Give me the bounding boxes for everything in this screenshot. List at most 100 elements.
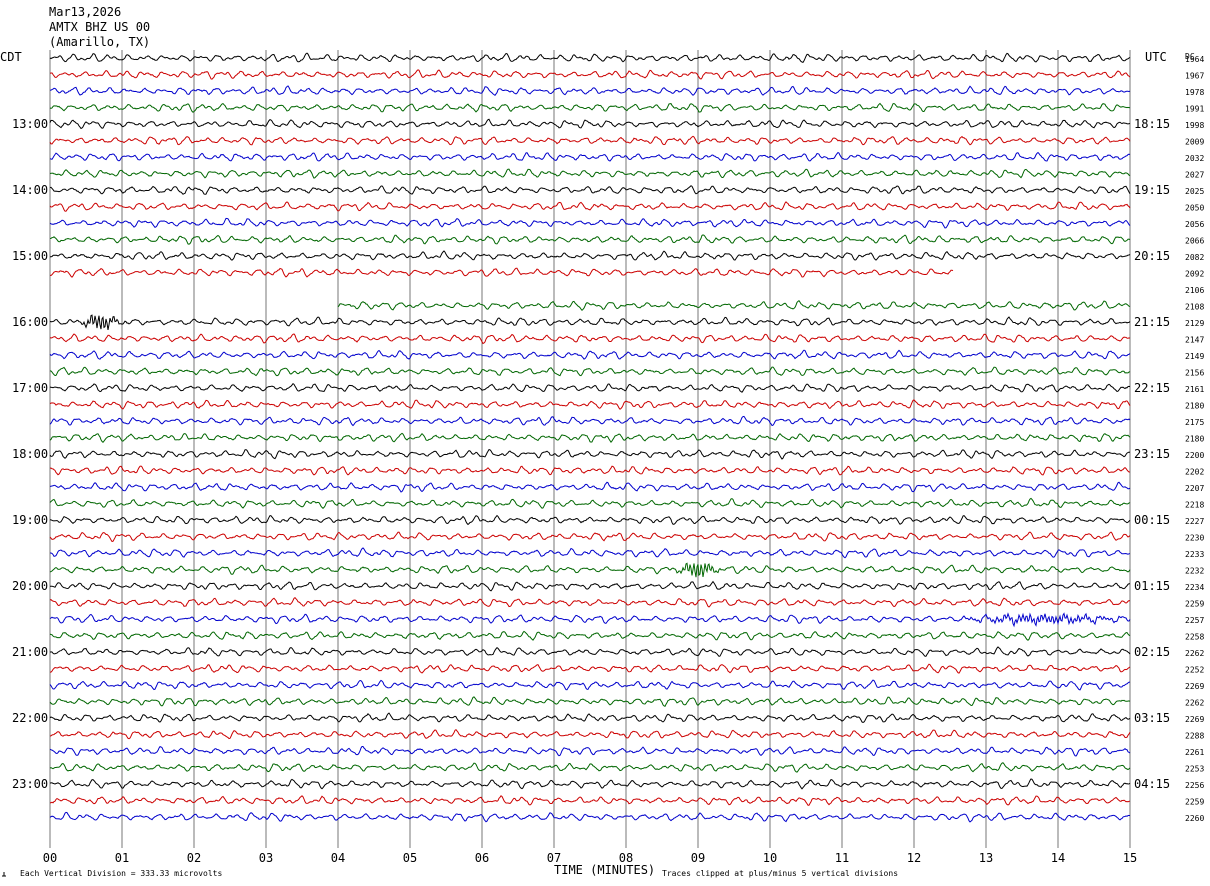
dc-value-labels: 1964 1967 1978 1991 1998 2009 2032 2027 2025 2050… (1185, 55, 1204, 823)
seismic-trace (49, 151, 1131, 162)
right-hour-label: 18:15 (1134, 117, 1170, 131)
seismic-trace (49, 366, 1131, 377)
dc-value: 2050 (1185, 204, 1204, 213)
right-hour-label: 23:15 (1134, 447, 1170, 461)
dc-header-label: DC (1185, 52, 1195, 61)
left-hour-label: 16:00 (12, 315, 48, 329)
x-tick-label: 11 (835, 851, 849, 865)
seismic-trace (50, 580, 1130, 592)
dc-value: 2288 (1185, 732, 1204, 741)
right-hour-label: 21:15 (1134, 315, 1170, 329)
dc-value: 2259 (1185, 798, 1204, 807)
dc-value: 2025 (1185, 187, 1204, 196)
trace-group (49, 52, 1131, 823)
dc-value: 2257 (1185, 616, 1204, 625)
seismic-trace (49, 597, 1131, 608)
dc-value: 2233 (1185, 550, 1204, 559)
seismic-trace (49, 811, 1131, 823)
seismic-trace (49, 679, 1131, 691)
dc-value: 2161 (1185, 385, 1204, 394)
scale-note: Each Vertical Division = 333.33 microvol… (20, 869, 222, 878)
seismic-trace (49, 646, 1131, 657)
seismic-trace (49, 514, 1131, 526)
seismic-trace (49, 712, 1131, 724)
right-hour-label: 22:15 (1134, 381, 1170, 395)
dc-value: 2156 (1185, 369, 1204, 378)
dc-value: 2261 (1185, 748, 1204, 757)
x-tick-label: 06 (475, 851, 489, 865)
dc-value: 1978 (1185, 88, 1204, 97)
x-tick-label: 04 (331, 851, 345, 865)
x-tick-label: 10 (763, 851, 777, 865)
dc-value: 2269 (1185, 682, 1204, 691)
x-tick-label: 01 (115, 851, 129, 865)
seismic-trace (49, 696, 1131, 707)
dc-value: 2230 (1185, 534, 1204, 543)
location-label: (Amarillo, TX) (49, 35, 150, 49)
dc-value: 2129 (1185, 319, 1204, 328)
seismic-trace (49, 234, 1131, 245)
dc-value: 2269 (1185, 715, 1204, 724)
dc-value: 2149 (1185, 352, 1204, 361)
seismic-trace (49, 102, 1131, 113)
dc-value: 2200 (1185, 451, 1204, 460)
seismic-trace (49, 267, 954, 278)
dc-value: 2202 (1185, 468, 1204, 477)
seismic-trace (49, 85, 1131, 96)
seismic-trace (49, 314, 1131, 330)
x-tick-label: 12 (907, 851, 921, 865)
right-hour-label: 04:15 (1134, 777, 1170, 791)
clip-note: Traces clipped at plus/minus 5 vertical … (662, 869, 898, 878)
dc-value: 2258 (1185, 633, 1204, 642)
right-hour-label: 03:15 (1134, 711, 1170, 725)
dc-value: 2147 (1185, 336, 1204, 345)
date-label: Mar13,2026 (49, 5, 121, 19)
dc-value: 2252 (1185, 666, 1204, 675)
dc-value: 1964 (1185, 55, 1204, 64)
dc-value: 2027 (1185, 171, 1204, 180)
left-timezone-label: CDT (0, 50, 22, 64)
right-hour-label: 01:15 (1134, 579, 1170, 593)
seismic-trace (49, 415, 1131, 427)
right-hour-labels: 18:15 19:15 20:15 21:15 22:15 23:15 00:15 01:15… (1134, 117, 1170, 791)
dc-value: 2092 (1185, 270, 1204, 279)
dc-value: 1998 (1185, 121, 1204, 130)
left-hour-label: 17:00 (12, 381, 48, 395)
left-hour-label: 20:00 (12, 579, 48, 593)
x-axis-title: TIME (MINUTES) (554, 863, 655, 877)
left-hour-label: 19:00 (12, 513, 48, 527)
dc-value: 2106 (1185, 286, 1204, 295)
seismic-trace (49, 118, 1131, 130)
dc-value: 2180 (1185, 435, 1204, 444)
seismic-trace (49, 399, 1131, 410)
seismic-trace (49, 465, 1130, 476)
dc-value: 2260 (1185, 814, 1204, 823)
x-tick-label: 03 (259, 851, 273, 865)
seismic-trace (50, 663, 1131, 674)
x-tick-label: 07 (547, 851, 561, 865)
seismic-trace (49, 201, 1131, 212)
seismic-trace (49, 562, 1131, 578)
station-label: AMTX BHZ US 00 (49, 20, 150, 34)
left-hour-label: 13:00 (12, 117, 48, 131)
dc-value: 2256 (1185, 781, 1204, 790)
dc-value: 2066 (1185, 237, 1204, 246)
right-hour-label: 02:15 (1134, 645, 1170, 659)
left-hour-label: 14:00 (12, 183, 48, 197)
dc-value: 2262 (1185, 699, 1204, 708)
dc-value: 2218 (1185, 501, 1204, 510)
seismic-trace (49, 135, 1131, 146)
dc-value: 2232 (1185, 567, 1204, 576)
left-hour-label: 21:00 (12, 645, 48, 659)
left-hour-label: 23:00 (12, 777, 48, 791)
seismic-trace (49, 349, 1131, 360)
left-hour-label: 22:00 (12, 711, 48, 725)
dc-value: 2032 (1185, 154, 1204, 163)
left-hour-labels: 13:00 14:00 15:00 16:00 17:00 18:00 19:00 20:00… (12, 117, 48, 791)
dc-value: 2082 (1185, 253, 1204, 262)
seismic-trace (49, 481, 1131, 493)
dc-value: 2108 (1185, 303, 1204, 312)
dc-value: 2009 (1185, 138, 1204, 147)
seismic-trace (49, 497, 1131, 509)
